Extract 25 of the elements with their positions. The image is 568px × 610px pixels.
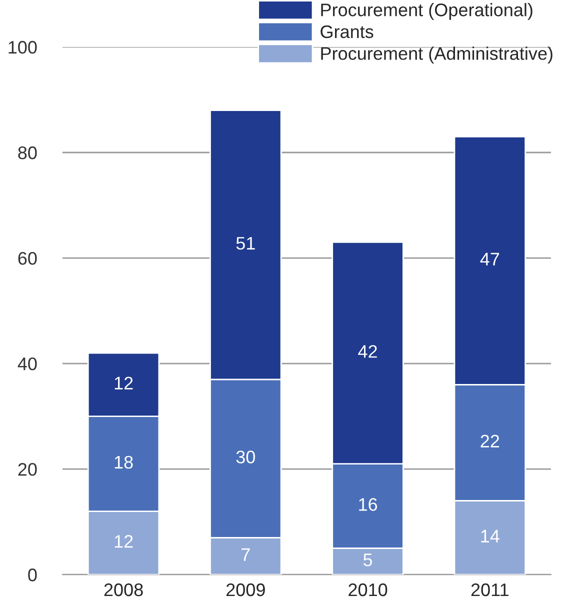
x-tick-label: 2011 (471, 583, 508, 596)
y-tick-label: 100 (8, 40, 37, 54)
data-label: 14 (481, 530, 500, 542)
legend-label: Grants (320, 25, 374, 38)
x-tick-label: 2010 (348, 583, 388, 596)
y-tick-label: 0 (28, 568, 37, 582)
data-label: 47 (480, 252, 500, 266)
legend-label: Procurement (Operational) (321, 3, 532, 20)
data-label: 30 (236, 450, 255, 464)
data-label: 12 (114, 376, 133, 390)
legend-label: Procurement (Administrative) (321, 46, 552, 64)
x-tick-label: 2009 (226, 583, 265, 596)
y-tick-label: 20 (18, 463, 37, 476)
data-label: 51 (236, 237, 255, 250)
x-tick-label: 2008 (104, 583, 143, 596)
data-label: 18 (114, 456, 133, 469)
data-label: 22 (480, 434, 500, 448)
data-label: 7 (242, 548, 250, 561)
data-label: 12 (114, 535, 133, 548)
data-label: 42 (358, 345, 377, 358)
data-label: 16 (359, 498, 378, 511)
data-label: 5 (363, 554, 372, 566)
y-tick-label: 60 (18, 252, 37, 265)
y-tick-label: 40 (18, 357, 37, 370)
y-tick-label: 80 (18, 146, 37, 160)
